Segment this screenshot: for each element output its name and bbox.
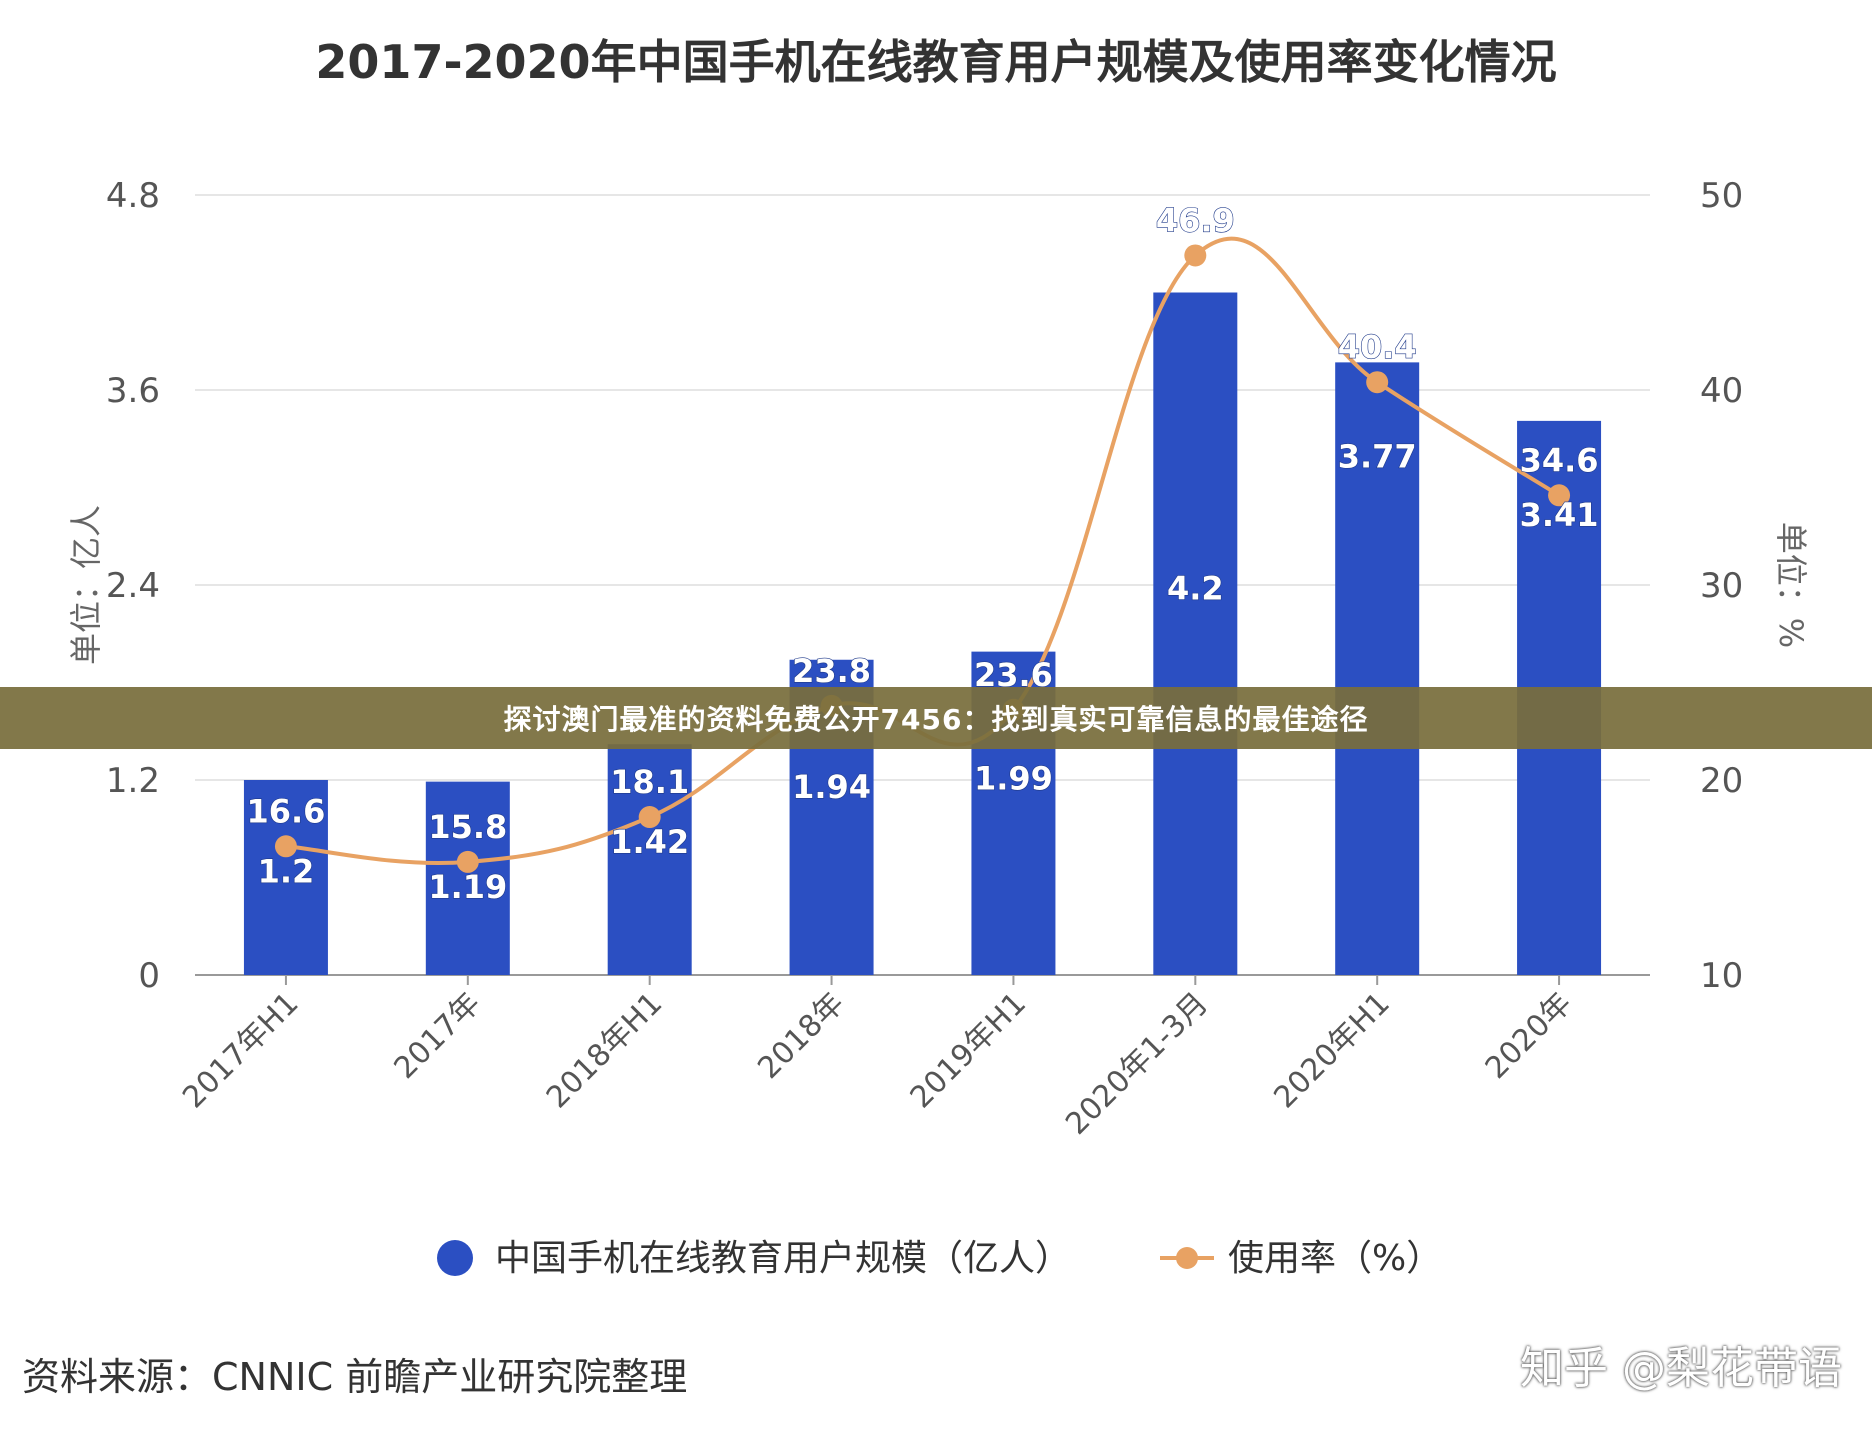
y-tick-label-left: 2.4: [106, 566, 160, 606]
y-tick-label-right: 20: [1700, 761, 1743, 801]
usage-point: [638, 806, 661, 829]
y-tick-label-left: 0: [138, 956, 160, 996]
usage-rate-label: 15.8: [428, 808, 507, 846]
source-note: 资料来源：CNNIC 前瞻产业研究院整理: [22, 1355, 688, 1399]
usage-point: [1548, 484, 1571, 507]
bar-value-label: 1.42: [610, 823, 689, 861]
credit-watermark: 知乎 @梨花带语: [1520, 1343, 1842, 1394]
legend-label-users: 中国手机在线教育用户规模（亿人）: [495, 1238, 1071, 1279]
legend-marker-users: [437, 1240, 473, 1276]
y-tick-label-right: 40: [1700, 371, 1743, 411]
banner-text: 探讨澳门最准的资料免费公开7456：找到真实可靠信息的最佳途径: [503, 703, 1369, 736]
bar-value-label: 3.41: [1520, 496, 1599, 534]
x-tick-label: 2019年H1: [904, 986, 1033, 1115]
bar-value-label: 1.94: [792, 768, 871, 806]
y-tick-label-right: 10: [1700, 956, 1743, 996]
bar-value-label: 1.19: [428, 868, 507, 906]
usage-point: [1366, 371, 1389, 394]
usage-point: [456, 850, 479, 873]
legend: 中国手机在线教育用户规模（亿人） 使用率（%）: [437, 1238, 1442, 1279]
usage-rate-label: 34.6: [1520, 441, 1599, 479]
x-tick-label: 2018年: [751, 986, 851, 1086]
y-axis-title-left: 单位：亿人: [67, 505, 105, 665]
usage-rate-label: 23.8: [792, 652, 871, 690]
overlay-banner: 探讨澳门最准的资料免费公开7456：找到真实可靠信息的最佳途径: [0, 687, 1872, 749]
usage-point: [1184, 244, 1207, 267]
bar-value-label: 1.2: [258, 852, 315, 890]
x-tick-label: 2020年H1: [1267, 986, 1396, 1115]
x-tick-label: 2020年: [1479, 986, 1579, 1086]
x-tick-label: 2017年: [388, 986, 488, 1086]
y-tick-label-left: 3.6: [106, 371, 160, 411]
bar: [425, 781, 510, 975]
bar: [607, 744, 692, 975]
x-tick-label: 2017年H1: [176, 986, 305, 1115]
bar: [1335, 362, 1420, 975]
bar: [1153, 292, 1238, 975]
y-tick-label-left: 1.2: [106, 761, 160, 801]
bar-value-label: 3.77: [1338, 437, 1417, 475]
x-tick-label: 2020年1-3月: [1059, 986, 1215, 1142]
grid-lines: [195, 194, 1650, 976]
bar-value-label: 1.99: [974, 760, 1053, 798]
bar-value-label: 4.2: [1167, 570, 1224, 608]
usage-rate-label: 46.9: [1156, 201, 1235, 239]
usage-rate-label: 40.4: [1338, 328, 1417, 366]
legend-label-rate: 使用率（%）: [1228, 1238, 1442, 1279]
data-labels: 16.61.215.81.1918.11.4223.81.9423.61.994…: [246, 201, 1599, 907]
y-axis-title-right: 单位：%: [1772, 522, 1810, 648]
y-tick-label-left: 4.8: [106, 176, 160, 216]
chart-title: 2017-2020年中国手机在线教育用户规模及使用率变化情况: [315, 35, 1556, 89]
y-tick-label-right: 30: [1700, 566, 1743, 606]
usage-rate-label: 18.1: [610, 763, 689, 801]
y-tick-label-right: 50: [1700, 176, 1743, 216]
x-tick-label: 2018年H1: [540, 986, 669, 1115]
usage-rate-label: 16.6: [246, 792, 325, 830]
legend-marker-rate: [1176, 1247, 1198, 1269]
usage-point: [274, 835, 297, 858]
bar: [243, 780, 328, 975]
